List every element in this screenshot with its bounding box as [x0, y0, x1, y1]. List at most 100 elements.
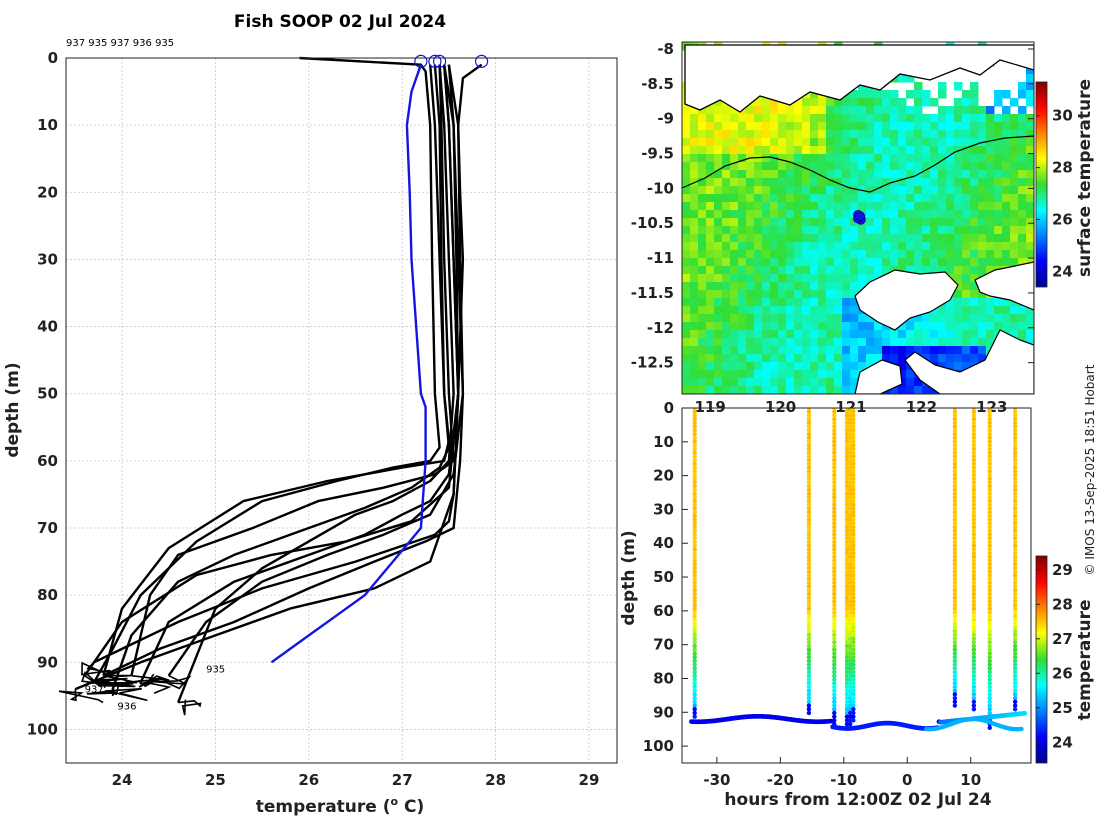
section-point	[971, 565, 977, 571]
sst-cell	[786, 186, 795, 195]
sst-cell	[794, 106, 803, 115]
section-point	[952, 450, 958, 455]
sst-cell	[1010, 122, 1019, 131]
sst-cell	[738, 258, 747, 267]
sst-cell	[746, 106, 755, 115]
section-point	[952, 699, 958, 705]
section-point	[987, 669, 992, 675]
section-point	[952, 681, 958, 686]
section-point	[971, 435, 977, 440]
section-point	[832, 413, 837, 418]
section-point	[844, 539, 850, 545]
sst-cell	[834, 98, 843, 107]
section-point	[844, 602, 850, 608]
sst-cell	[1018, 258, 1027, 267]
sst-cell	[826, 242, 835, 251]
section-point	[806, 442, 812, 448]
sst-cell	[794, 378, 803, 387]
section-point	[844, 573, 850, 578]
sst-cell	[698, 290, 707, 299]
sst-cell	[978, 210, 987, 219]
x-tick-label: 24	[112, 771, 133, 789]
sst-cell	[970, 154, 979, 163]
sst-cell	[778, 250, 787, 259]
section-point	[1012, 495, 1018, 500]
sst-cell	[818, 106, 827, 115]
sst-cell	[770, 370, 779, 379]
sst-cell	[882, 338, 891, 347]
sst-cell	[682, 346, 691, 355]
sst-cell	[866, 130, 875, 139]
sst-cell	[778, 114, 787, 123]
sst-cell	[746, 146, 755, 155]
sst-cell	[890, 90, 899, 99]
sst-cell	[746, 362, 755, 371]
sst-cell	[922, 218, 931, 227]
section-point	[1012, 550, 1018, 556]
sst-cell	[906, 202, 915, 211]
section-point	[1012, 703, 1018, 708]
section-point	[952, 547, 958, 552]
section-point	[987, 539, 992, 545]
sst-cell	[954, 266, 963, 275]
sst-cell	[762, 266, 771, 275]
sst-cell	[922, 154, 931, 163]
sst-cell	[986, 218, 995, 227]
section-point	[832, 628, 837, 634]
sst-cell	[746, 378, 755, 387]
section-point	[847, 554, 853, 559]
section-point	[952, 565, 958, 571]
sst-cell	[698, 338, 707, 347]
section-point	[844, 528, 850, 533]
sst-cell	[858, 178, 867, 187]
sst-cell	[994, 242, 1003, 251]
section-point	[832, 416, 837, 422]
sst-cell	[914, 330, 923, 339]
sst-cell	[730, 138, 739, 147]
sst-cell	[994, 114, 1003, 123]
sst-cell	[690, 210, 699, 219]
sst-cell	[786, 258, 795, 267]
sst-cell	[706, 298, 715, 307]
section-point	[692, 591, 697, 597]
sst-cell	[682, 322, 691, 331]
section-point	[844, 718, 850, 723]
sst-cell	[770, 242, 779, 251]
sst-cell	[802, 266, 811, 275]
sst-cell	[682, 234, 691, 243]
sst-cell	[1002, 322, 1011, 331]
sst-cell	[690, 122, 699, 131]
section-point	[987, 684, 992, 690]
sst-cell	[690, 386, 699, 394]
sst-cell	[994, 322, 1003, 331]
sst-cell	[834, 210, 843, 219]
sst-cell	[762, 378, 771, 387]
section-point	[806, 643, 812, 649]
sst-cell	[890, 250, 899, 259]
sst-cell	[994, 210, 1003, 219]
section-point	[844, 677, 850, 682]
section-point	[987, 472, 992, 478]
sst-cell	[1010, 154, 1019, 163]
sst-cell	[746, 234, 755, 243]
section-point	[847, 606, 853, 612]
sst-cell	[1002, 154, 1011, 163]
sst-cell	[706, 186, 715, 195]
section-point	[987, 517, 992, 522]
section-point	[692, 517, 697, 522]
sst-cell	[970, 194, 979, 203]
sst-cell	[770, 346, 779, 355]
section-point	[851, 684, 856, 690]
sst-cell	[778, 378, 787, 387]
sst-cell	[738, 114, 747, 123]
sst-cell	[690, 242, 699, 251]
sst-cell	[858, 130, 867, 139]
sst-cell	[882, 210, 891, 219]
sst-cell	[994, 138, 1003, 147]
section-point	[847, 513, 853, 519]
sst-cell	[762, 274, 771, 283]
section-point	[987, 413, 992, 418]
surface-marker	[414, 54, 428, 68]
sst-cell	[818, 314, 827, 323]
